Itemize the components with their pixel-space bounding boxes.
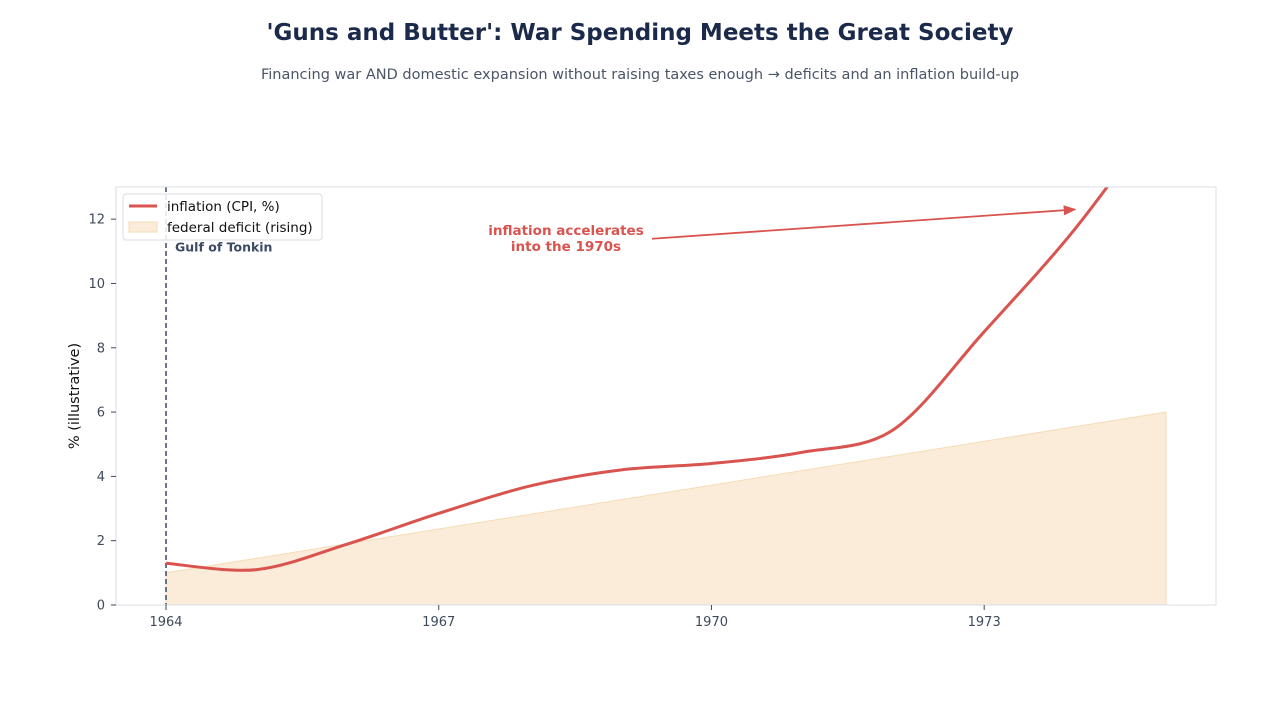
x-tick-label: 1970: [695, 615, 728, 630]
y-tick-label: 2: [97, 534, 105, 549]
annotation-text: into the 1970s: [511, 239, 621, 255]
legend-inflation-label: inflation (CPI, %): [167, 199, 280, 215]
chart-subtitle: Financing war AND domestic expansion wit…: [260, 67, 1020, 83]
y-axis-label: % (illustrative): [67, 343, 83, 449]
x-tick-label: 1964: [149, 615, 182, 630]
legend-deficit-label: federal deficit (rising): [167, 220, 313, 236]
legend-deficit-swatch: [128, 221, 158, 233]
inflation-line: [165, 187, 1110, 572]
deficit-area: [165, 411, 1167, 606]
y-tick-label: 10: [88, 277, 105, 292]
event-label: Gulf of Tonkin: [175, 239, 272, 254]
annotation-text: inflation accelerates: [488, 223, 644, 239]
annotation-arrow: [651, 205, 1077, 240]
x-tick-label: 1967: [422, 615, 455, 630]
y-tick-label: 8: [97, 341, 105, 356]
legend: [122, 193, 323, 241]
plot-frame: [115, 186, 1217, 606]
y-tick-label: 6: [97, 406, 105, 421]
x-tick-label: 1973: [968, 615, 1001, 630]
chart-title: 'Guns and Butter': War Spending Meets th…: [266, 20, 1014, 46]
y-tick-label: 0: [97, 599, 105, 614]
y-tick-label: 4: [97, 470, 105, 485]
y-tick-label: 12: [88, 213, 105, 228]
